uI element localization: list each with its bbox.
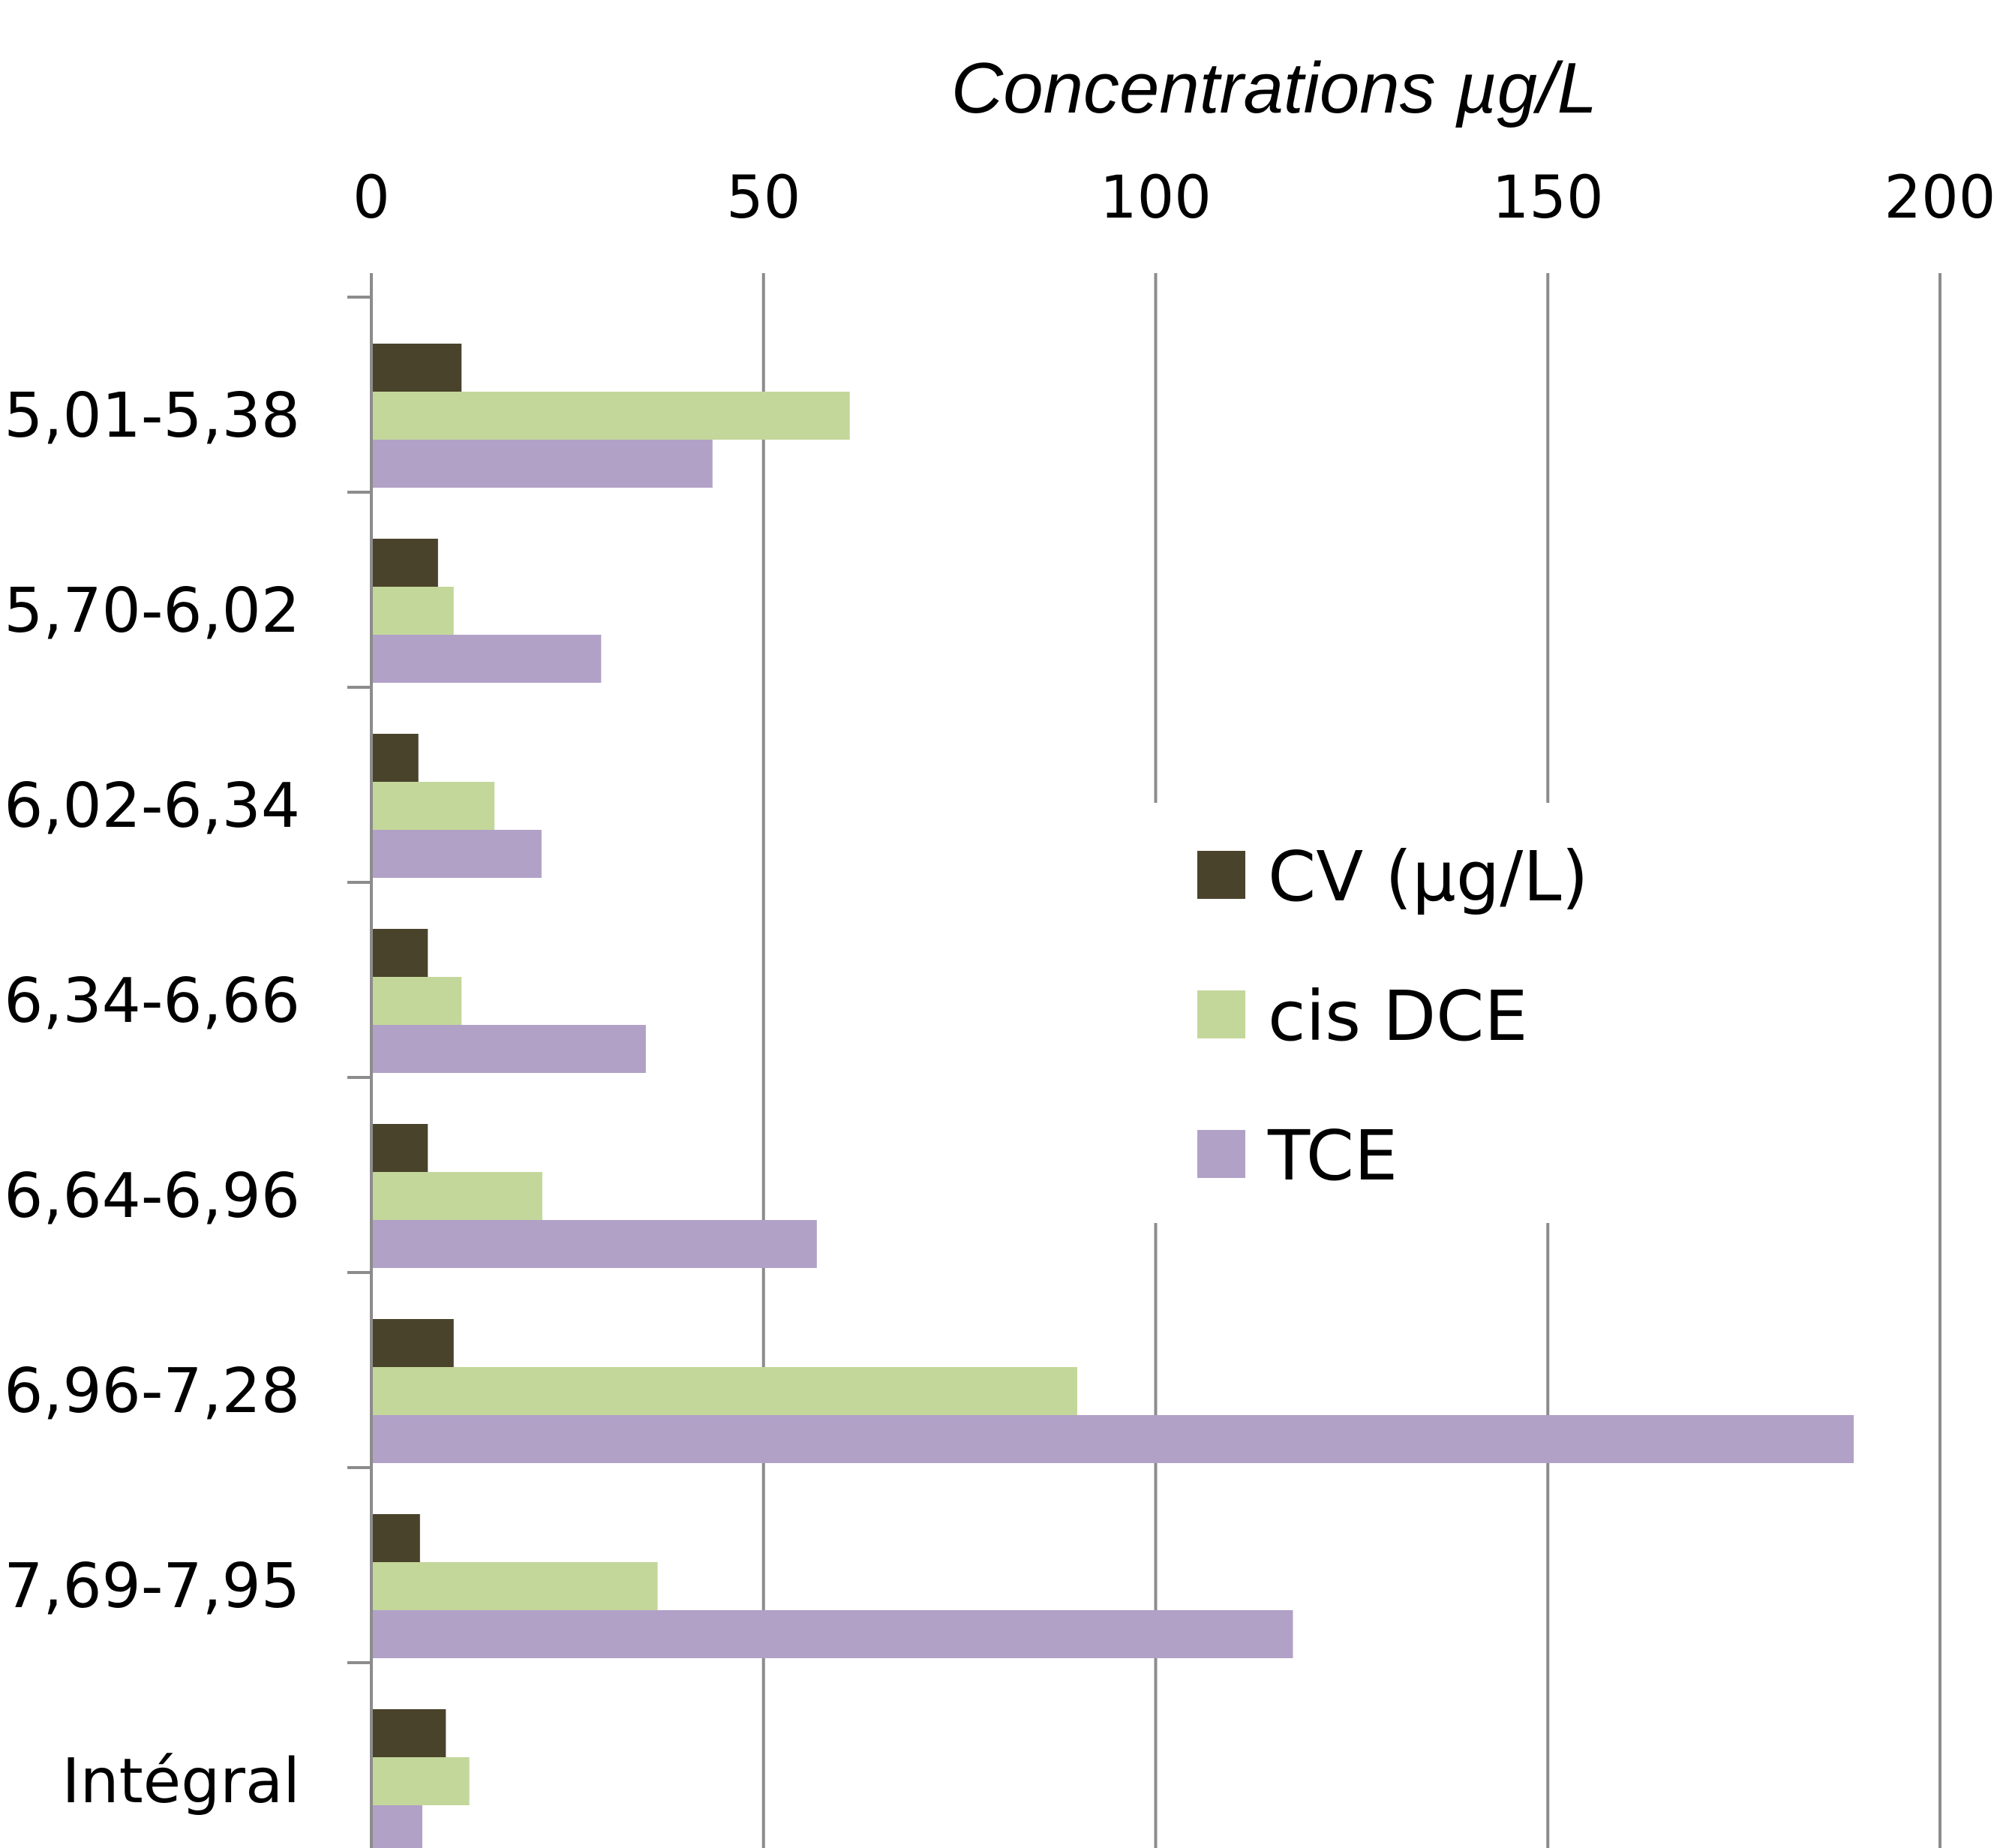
- bar: [371, 782, 495, 830]
- x-tick-labels: 0 50 100 150 200: [353, 164, 1995, 232]
- bar: [371, 1757, 470, 1805]
- bar: [371, 635, 602, 683]
- bar: [371, 1805, 422, 1848]
- x-tick-label: 0: [353, 164, 390, 232]
- bar: [371, 1124, 428, 1172]
- bar: [371, 1709, 446, 1757]
- bar: [371, 734, 419, 782]
- bar: [371, 1610, 1293, 1658]
- x-tick-label: 50: [726, 164, 800, 232]
- category-label: Intégral: [62, 1746, 300, 1817]
- bar: [371, 539, 438, 587]
- legend: CV (µg/L) cis DCE TCE: [1148, 803, 1673, 1223]
- x-tick-label: 150: [1492, 164, 1604, 232]
- bar: [371, 1367, 1077, 1415]
- y-axis: [347, 273, 373, 1848]
- bar: [371, 1025, 646, 1073]
- bar: [371, 1172, 542, 1220]
- bar: [371, 1514, 420, 1562]
- bar: [371, 392, 850, 440]
- bar: [371, 587, 454, 635]
- legend-label: TCE: [1267, 1116, 1398, 1196]
- category-label: 6,64-6,96: [4, 1161, 300, 1232]
- legend-swatch: [1197, 1130, 1245, 1178]
- bar: [371, 344, 462, 392]
- legend-swatch: [1197, 990, 1245, 1038]
- bar: [371, 1220, 817, 1268]
- bar: [371, 977, 462, 1025]
- bars: [371, 344, 1854, 1848]
- category-label: 6,02-6,34: [4, 771, 300, 842]
- x-tick-label: 200: [1884, 164, 1996, 232]
- category-label: 5,01-5,38: [4, 380, 300, 452]
- x-axis-title: Concentrations µg/L: [951, 48, 1597, 128]
- legend-label: CV (µg/L): [1268, 837, 1588, 917]
- bar: [371, 1319, 454, 1367]
- legend-label: cis DCE: [1268, 976, 1528, 1056]
- x-tick-label: 100: [1100, 164, 1212, 232]
- category-labels: 5,01-5,38 5,70-6,02 6,02-6,34 6,34-6,66 6,64…: [4, 380, 300, 1817]
- category-label: 5,70-6,02: [4, 575, 300, 647]
- bar: [371, 1562, 658, 1610]
- category-label: 6,96-7,28: [4, 1356, 300, 1427]
- bar: [371, 1415, 1854, 1463]
- category-label: 7,69-7,95: [4, 1551, 300, 1622]
- bar: [371, 830, 542, 878]
- bar: [371, 440, 713, 488]
- legend-swatch: [1197, 851, 1245, 899]
- category-label: 6,34-6,66: [4, 966, 300, 1037]
- bar: [371, 929, 428, 977]
